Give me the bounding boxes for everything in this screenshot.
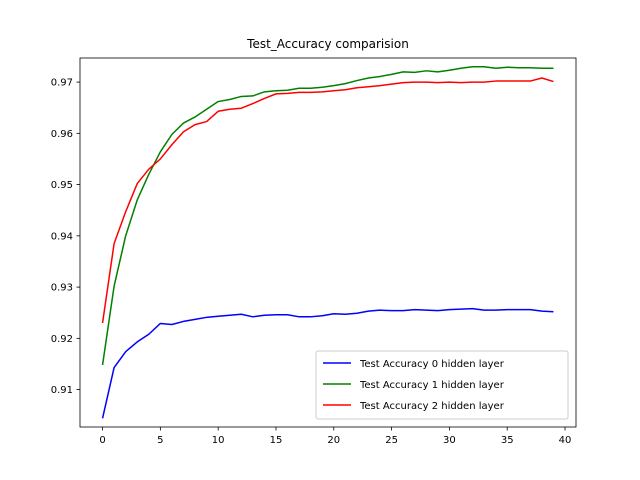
plot-frame xyxy=(79,57,577,428)
x-tick-label: 0 xyxy=(99,435,105,446)
legend-label-0: Test Accuracy 0 hidden layer xyxy=(359,359,505,370)
series-line-0 xyxy=(101,307,554,419)
chart-title: Test_Accuracy comparision xyxy=(246,37,409,51)
x-tick-label: 35 xyxy=(501,435,514,446)
x-tick-label: 5 xyxy=(157,435,163,446)
legend-box xyxy=(315,350,569,420)
y-tick-label: 0.91 xyxy=(51,385,73,396)
series-line-2 xyxy=(101,77,554,324)
y-tick-label: 0.92 xyxy=(51,334,73,345)
axes: 0 5 10 15 20 25 30 35 40 0.91 0.92 0.93 0.94 0.95 0.96… xyxy=(51,57,577,446)
y-tick-label: 0.93 xyxy=(51,283,73,294)
legend-label-2: Test Accuracy 2 hidden layer xyxy=(359,401,505,412)
x-tick-label: 15 xyxy=(270,435,283,446)
legend: Test Accuracy 0 hidden layer Test Accurac… xyxy=(315,350,569,420)
y-tick-label: 0.97 xyxy=(51,78,73,89)
y-tick-label: 0.94 xyxy=(51,231,73,242)
series-line-1 xyxy=(101,65,554,366)
x-tick-label: 30 xyxy=(443,435,456,446)
y-tick-label: 0.96 xyxy=(51,129,73,140)
x-tick-label: 20 xyxy=(327,435,340,446)
x-tick-label: 40 xyxy=(559,435,572,446)
plot-area xyxy=(101,65,554,419)
x-tick-label: 10 xyxy=(212,435,225,446)
legend-label-1: Test Accuracy 1 hidden layer xyxy=(359,380,505,391)
y-tick-label: 0.95 xyxy=(51,180,73,191)
x-tick-label: 25 xyxy=(385,435,398,446)
